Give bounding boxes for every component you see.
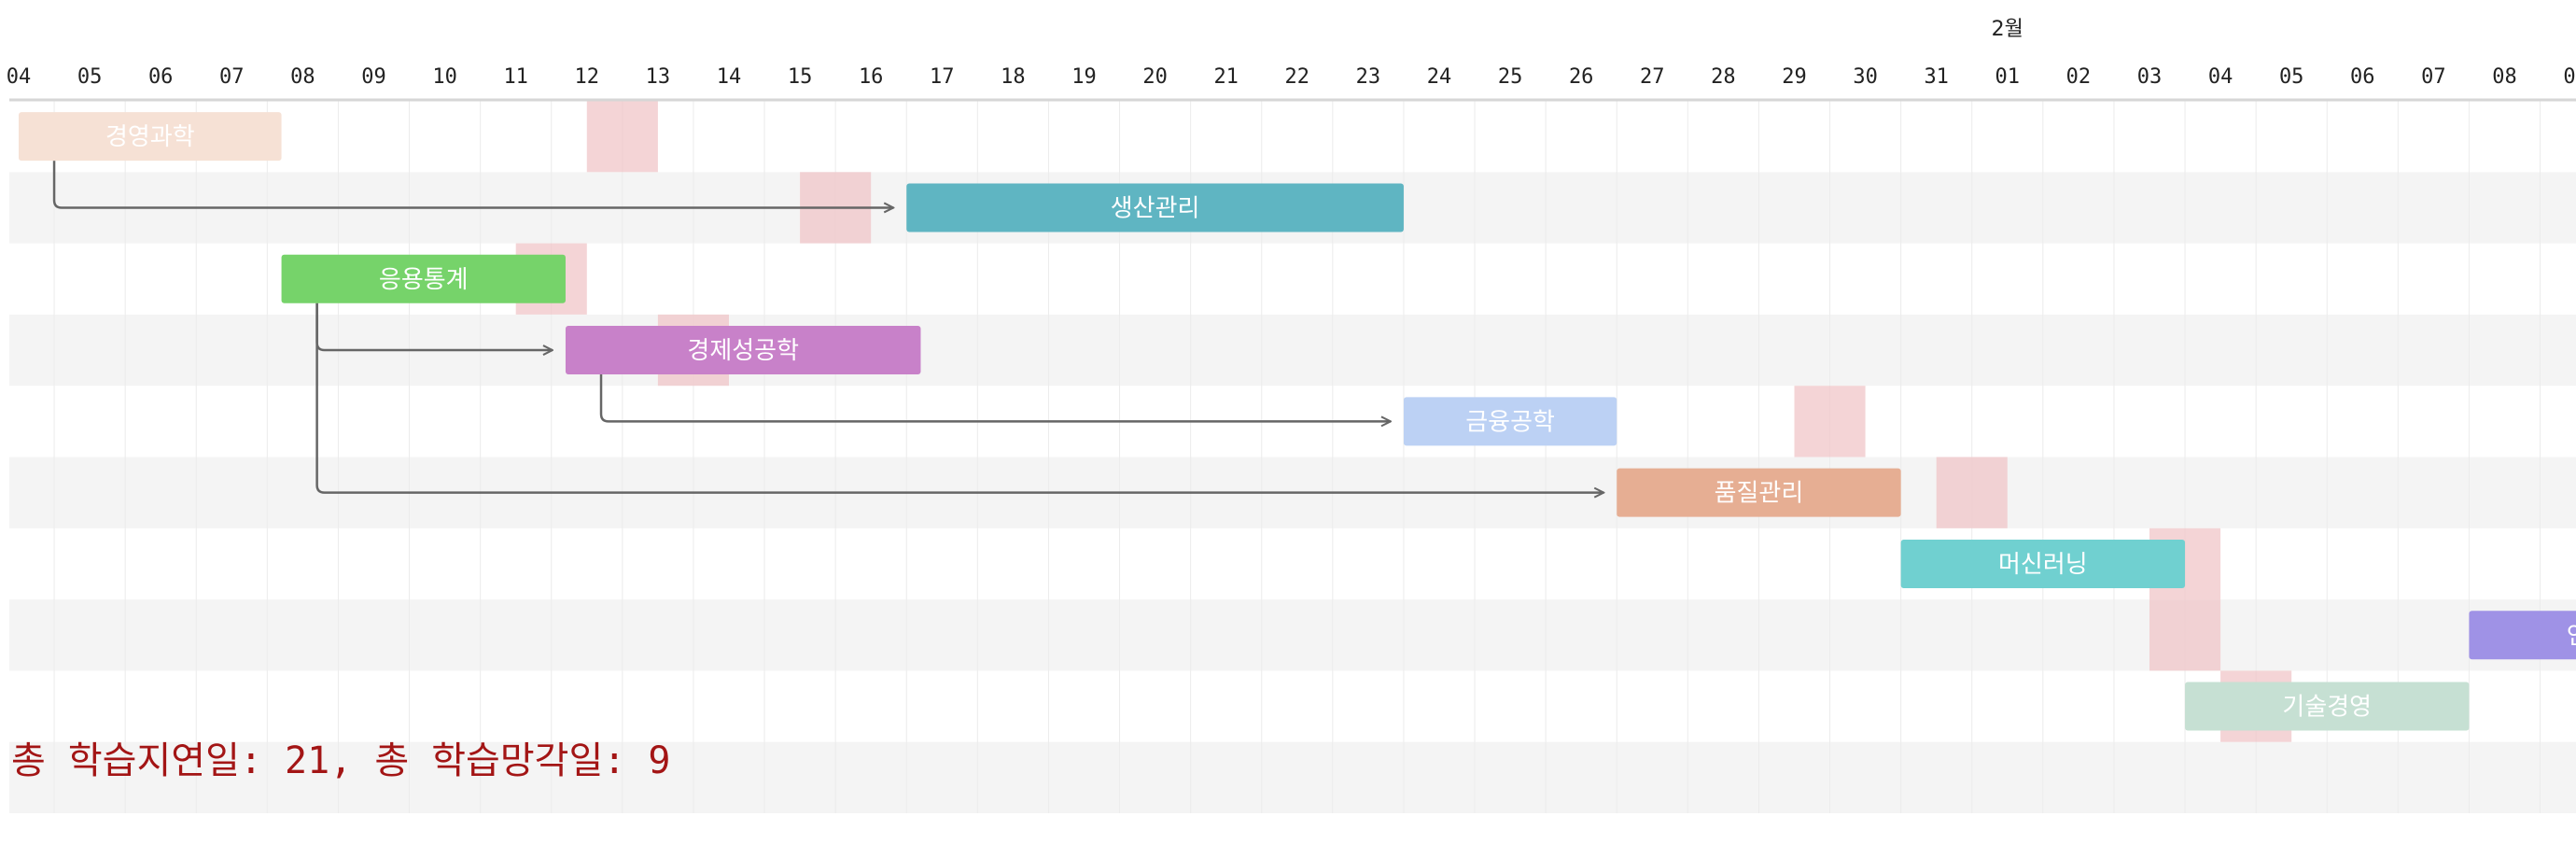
- dependency-arrow: [52, 161, 893, 207]
- day-tick-label: 22: [1285, 65, 1310, 89]
- day-tick-label: 15: [788, 65, 813, 89]
- delay-cell: [1936, 457, 2008, 528]
- task-label: 머신러닝: [1998, 551, 2088, 579]
- delay-cell: [2149, 599, 2221, 671]
- day-tick-label: 27: [1640, 65, 1665, 89]
- task-bar: [1617, 468, 1901, 517]
- day-tick-label: 31: [1924, 65, 1949, 89]
- day-tick-label: 04: [2208, 65, 2233, 89]
- task-label: 인간공학: [2567, 622, 2576, 650]
- day-tick-label: 14: [717, 65, 742, 89]
- task-label: 응용통계: [379, 266, 469, 294]
- day-tick-label: 21: [1213, 65, 1239, 89]
- task-label: 생산관리: [1111, 194, 1200, 222]
- day-tick-label: 12: [575, 65, 600, 89]
- day-tick-label: 13: [646, 65, 671, 89]
- day-tick-label: 11: [503, 65, 528, 89]
- month-label: 2월: [1992, 18, 2023, 41]
- day-tick-label: 29: [1782, 65, 1807, 89]
- day-tick-label: 01: [1995, 65, 2021, 89]
- day-tick-label: 05: [77, 65, 103, 89]
- task-bar: [906, 183, 1404, 232]
- day-tick-label: 03: [2137, 65, 2163, 89]
- day-tick-label: 25: [1498, 65, 1523, 89]
- task-label: 경제성공학: [687, 337, 799, 365]
- day-tick-label: 23: [1356, 65, 1381, 89]
- day-tick-label: 30: [1853, 65, 1878, 89]
- delay-cell: [586, 101, 658, 173]
- task-bar: [2185, 682, 2470, 731]
- day-tick-label: 02: [2066, 65, 2092, 89]
- task-bar: [1900, 539, 2186, 588]
- day-tick-label: 26: [1569, 65, 1594, 89]
- day-tick-label: 20: [1142, 65, 1168, 89]
- day-tick-label: 19: [1071, 65, 1097, 89]
- day-tick-label: 08: [2492, 65, 2517, 89]
- delay-cell: [1794, 386, 1866, 457]
- day-tick-label: 06: [148, 65, 174, 89]
- day-tick-label: 18: [1001, 65, 1026, 89]
- dependency-arrow: [315, 302, 1604, 493]
- day-tick-label: 08: [290, 65, 315, 89]
- task-bar: [1403, 397, 1617, 446]
- day-tick-label: 17: [930, 65, 955, 89]
- task-label: 금융공학: [1465, 408, 1555, 436]
- day-tick-label: 09: [361, 65, 386, 89]
- day-tick-label: 06: [2350, 65, 2375, 89]
- day-tick-label: 09: [2563, 65, 2576, 89]
- day-tick-label: 16: [859, 65, 884, 89]
- day-tick-label: 24: [1427, 65, 1452, 89]
- day-tick-label: 05: [2279, 65, 2304, 89]
- task-label: 경영과학: [105, 123, 195, 151]
- task-label: 품질관리: [1715, 480, 1804, 508]
- row-stripe: [9, 741, 2576, 813]
- task-bar: [565, 326, 921, 375]
- task-label: 기술경영: [2282, 694, 2372, 722]
- day-tick-label: 10: [432, 65, 457, 89]
- day-tick-label: 07: [219, 65, 245, 89]
- row-stripe: [9, 599, 2576, 671]
- dependency-arrow: [599, 374, 1391, 421]
- day-tick-label: 04: [7, 65, 32, 89]
- summary-text: 총 학습지연일: 21, 총 학습망각일: 9: [11, 739, 671, 782]
- task-bar: [281, 254, 566, 303]
- task-bar: [19, 112, 282, 162]
- day-tick-label: 07: [2421, 65, 2446, 89]
- day-tick-label: 28: [1711, 65, 1736, 89]
- task-bar: [2469, 611, 2576, 660]
